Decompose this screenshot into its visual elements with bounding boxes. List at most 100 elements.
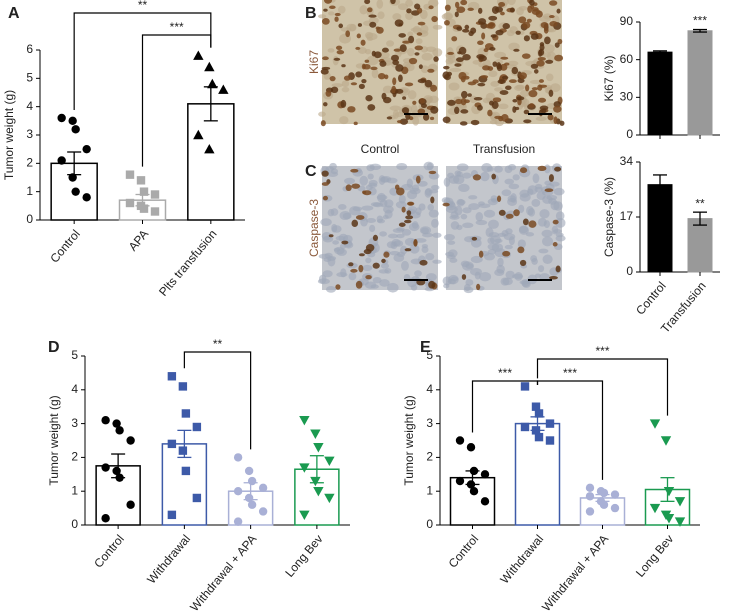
data-point	[233, 453, 243, 462]
stained-nucleus	[456, 26, 463, 31]
cell	[443, 283, 450, 289]
stained-nucleus	[553, 101, 561, 108]
stained-nucleus	[472, 174, 482, 181]
cell	[468, 195, 478, 200]
cell	[327, 48, 335, 53]
cell	[497, 257, 504, 267]
data-point	[299, 463, 310, 473]
stained-nucleus	[515, 30, 521, 35]
stained-nucleus	[513, 48, 520, 52]
cell	[425, 252, 435, 261]
cell	[456, 163, 469, 172]
stained-nucleus	[372, 262, 380, 269]
stain-label: Ki67	[307, 50, 321, 74]
stained-nucleus	[522, 218, 529, 226]
stained-nucleus	[478, 250, 484, 258]
data-point	[82, 193, 91, 202]
significance-bracket	[183, 351, 252, 450]
stained-nucleus	[329, 76, 336, 82]
stained-nucleus	[390, 0, 396, 5]
x-tick-label: Plts transfusion	[156, 227, 219, 299]
stained-nucleus	[498, 209, 506, 216]
cell	[483, 209, 496, 218]
cell	[460, 213, 468, 220]
stained-nucleus	[404, 82, 414, 87]
cell	[384, 199, 394, 208]
cell	[460, 260, 470, 267]
x-tick-label: Withdrawal	[144, 532, 193, 586]
cell	[538, 265, 545, 273]
cell	[359, 175, 369, 186]
stained-nucleus	[414, 3, 421, 10]
stained-nucleus	[323, 0, 333, 4]
cell	[376, 0, 384, 9]
stained-nucleus	[406, 210, 412, 216]
data-point	[299, 510, 310, 521]
stained-nucleus	[367, 104, 376, 111]
stained-nucleus	[433, 56, 439, 62]
y-tick-label: 3	[71, 416, 78, 430]
stained-nucleus	[413, 239, 418, 246]
data-point	[192, 422, 202, 432]
stained-nucleus	[460, 75, 466, 83]
stained-nucleus	[345, 30, 351, 38]
cell	[475, 212, 484, 222]
significance-label: ***	[693, 14, 707, 28]
cell	[321, 231, 332, 241]
cell	[378, 269, 389, 274]
cell	[468, 203, 480, 210]
stained-nucleus	[345, 184, 352, 192]
cell	[538, 248, 549, 254]
stained-nucleus	[350, 82, 358, 86]
cell	[441, 13, 453, 21]
stained-nucleus	[528, 220, 537, 228]
cell	[380, 263, 390, 269]
stained-nucleus	[343, 75, 351, 81]
cell	[335, 235, 346, 241]
stained-nucleus	[468, 31, 474, 37]
stained-nucleus	[460, 90, 468, 99]
stained-nucleus	[347, 106, 356, 113]
cell	[443, 177, 451, 187]
stained-nucleus	[395, 88, 404, 94]
stained-nucleus	[321, 18, 330, 25]
data-point	[585, 483, 595, 493]
stained-nucleus	[514, 106, 520, 111]
stained-nucleus	[543, 26, 549, 34]
cell	[478, 201, 485, 206]
stained-nucleus	[505, 85, 512, 90]
significance-label: **	[138, 0, 148, 12]
x-tick-label: Withdrawal + APA	[539, 532, 611, 611]
cell	[490, 195, 498, 202]
stained-nucleus	[547, 114, 554, 121]
data-point	[324, 493, 335, 504]
data-point	[139, 204, 149, 213]
cell	[427, 0, 439, 7]
stained-nucleus	[422, 113, 430, 121]
stained-nucleus	[350, 168, 359, 173]
cell	[427, 204, 435, 211]
stained-nucleus	[340, 99, 347, 108]
cell	[494, 87, 504, 92]
stained-nucleus	[341, 240, 349, 245]
cell	[352, 206, 363, 212]
stained-nucleus	[476, 283, 481, 291]
stained-nucleus	[365, 275, 372, 280]
cell	[449, 67, 462, 73]
data-point	[520, 422, 530, 432]
stained-nucleus	[402, 40, 411, 44]
cell	[396, 163, 408, 170]
stained-nucleus	[398, 23, 403, 27]
stained-nucleus	[442, 202, 450, 207]
data-point	[324, 456, 335, 466]
y-tick-label: 5	[71, 348, 78, 362]
cell	[539, 15, 552, 23]
stain-label: Caspase-3	[307, 199, 321, 257]
cell	[537, 217, 547, 227]
stained-nucleus	[530, 63, 539, 69]
stained-nucleus	[529, 0, 535, 6]
stained-nucleus	[471, 236, 478, 241]
bar	[647, 184, 673, 273]
stained-nucleus	[538, 49, 543, 57]
cell	[503, 233, 516, 241]
